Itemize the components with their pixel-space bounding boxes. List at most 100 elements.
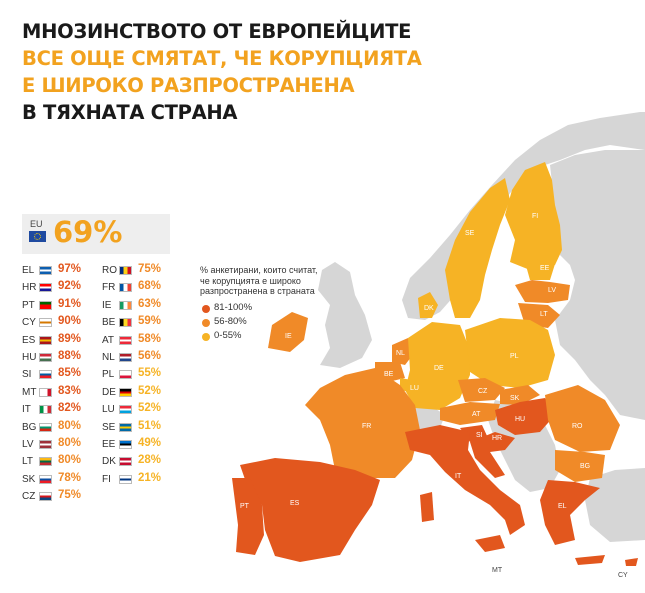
country-value: 85% [58,367,82,380]
country-value: 58% [138,332,162,345]
country-value: 90% [58,315,82,328]
map-legend: % анкетирани, които считат, че корупцият… [200,265,318,345]
flag-fi-icon [119,474,132,484]
country-value: 68% [138,280,162,293]
country-value: 80% [58,454,82,467]
flag-lu-icon [119,405,132,415]
country-value: 75% [58,489,82,502]
country-se [445,178,510,318]
flag-pt-icon [39,300,52,310]
flag-at-icon [119,335,132,345]
country-it-sicily [475,535,505,552]
country-code: HU [22,351,37,363]
country-value: 59% [138,315,162,328]
flag-cy-icon [39,318,52,328]
country-code: EE [102,438,116,450]
country-ee [525,258,555,280]
country-code: MT [22,386,37,398]
country-code: BG [22,421,37,433]
country-code: SE [102,421,116,433]
country-code: DK [102,456,116,468]
country-ie [268,312,308,352]
map-label-ie: IE [285,333,292,340]
legend-label-mid: 56-80% [214,315,247,327]
country-code: CZ [22,491,36,503]
country-value: 52% [138,402,162,415]
country-value: 82% [58,402,82,415]
country-value: 21% [138,471,162,484]
country-sk [500,385,540,405]
country-code: NL [102,351,115,363]
country-it-sardinia [420,492,434,522]
flag-se-icon [119,422,132,432]
country-value: 55% [138,367,162,380]
country-value: 78% [58,471,82,484]
flag-pl-icon [119,370,132,380]
map-label-cy: CY [618,572,628,579]
country-code: PT [22,299,35,311]
flag-cz-icon [39,492,52,502]
map-label-mt: MT [492,567,503,574]
map-label-lu: LU [410,385,419,392]
map-label-pt: PT [240,503,250,510]
legend-item-mid: 56-80% [200,315,318,331]
country-el-crete [575,555,605,565]
country-pt [232,478,264,555]
country-code: FR [102,282,116,294]
eu-average-box: EU 69% [22,214,170,254]
flag-hr-icon [39,283,52,293]
headline-line-1: МНОЗИНСТВОТО ОТ ЕВРОПЕЙЦИТЕ [22,20,412,43]
country-value: 63% [138,297,162,310]
flag-ee-icon [119,439,132,449]
country-code: LT [22,456,33,468]
map-label-sk: SK [510,395,520,402]
map-label-be: BE [384,371,394,378]
map-label-de: DE [434,365,444,372]
country-value: 56% [138,349,162,362]
country-value: 83% [58,384,82,397]
legend-label-high: 81-100% [214,301,253,313]
country-code: IE [102,299,112,311]
country-code: HR [22,282,37,294]
flag-el-icon [39,266,52,275]
country-fr [305,368,420,478]
legend-dot-mid [202,318,210,327]
flag-sk-icon [39,474,52,484]
map-label-si: SI [476,432,483,439]
country-value: 28% [138,454,162,467]
flag-mt-icon [39,387,52,397]
russia-east-land [550,150,645,420]
legend-dot-low [202,332,210,341]
map-label-se: SE [465,230,475,237]
country-lv [515,280,570,303]
flag-it-icon [39,405,52,415]
country-code: CY [22,317,36,329]
country-value: 51% [138,419,162,432]
flag-fr-icon [119,283,132,293]
map-labels: FI SE EE LV LT DK IE NL PL BE DE LU CZ S… [240,213,628,579]
map-label-ee: EE [540,265,550,272]
country-code: SK [22,473,36,485]
map-label-bg: BG [580,463,590,470]
map-label-hr: HR [492,435,502,442]
country-code: AT [102,334,115,346]
flag-ro-icon [119,266,132,275]
country-value: 75% [138,263,162,275]
flag-lt-icon [39,457,52,467]
flag-si-icon [39,370,52,380]
flag-dk-icon [119,457,132,467]
country-at [440,402,500,425]
map-label-it: IT [455,473,462,480]
map-label-nl: NL [396,350,405,357]
country-value: 80% [58,419,82,432]
country-de [405,322,470,410]
country-pl [465,318,555,388]
map-label-ro: RO [572,423,583,430]
map-label-hu: HU [515,416,525,423]
headline-line-2: ВСЕ ОЩЕ СМЯТАТ, ЧЕ КОРУПЦИЯТА [22,47,422,70]
legend-item-low: 0-55% [200,329,318,345]
map-label-lt: LT [540,311,548,318]
legend-label-low: 0-55% [214,329,242,341]
map-label-el: EL [558,503,567,510]
